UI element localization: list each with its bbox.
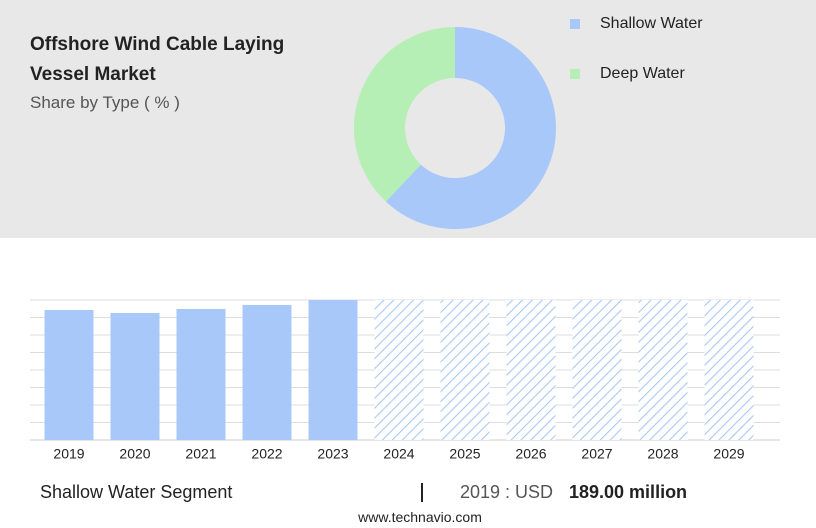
- forecast-bar: [440, 300, 490, 440]
- x-tick-label: 2027: [581, 446, 612, 462]
- forecast-bar: [506, 300, 556, 440]
- x-tick-label: 2029: [713, 446, 744, 462]
- bar: [44, 309, 94, 440]
- x-tick-label: 2021: [185, 446, 216, 462]
- bar: [176, 308, 226, 440]
- forecast-bar: [374, 300, 424, 440]
- value-label: 189.00 million: [569, 482, 688, 502]
- x-tick-label: 2024: [383, 446, 414, 462]
- chart-title: Offshore Wind Cable Laying Vessel Market: [30, 34, 285, 85]
- donut-slice: [354, 27, 455, 202]
- bar: [242, 304, 292, 440]
- x-tick-label: 2019: [53, 446, 84, 462]
- chart-subtitle: Share by Type ( % ): [30, 93, 180, 112]
- legend-swatch: [570, 19, 580, 29]
- x-tick-label: 2022: [251, 446, 282, 462]
- year-label: 2019 : USD: [460, 482, 554, 502]
- x-tick-label: 2028: [647, 446, 678, 462]
- legend-label: Deep Water: [600, 65, 685, 82]
- forecast-bar: [638, 300, 688, 440]
- x-tick-label: 2025: [449, 446, 480, 462]
- x-tick-label: 2020: [119, 446, 150, 462]
- forecast-bar: [572, 300, 622, 440]
- website: www.technavio.com: [358, 509, 482, 525]
- segment-label: Shallow Water Segment: [40, 482, 233, 502]
- bar: [308, 300, 358, 440]
- forecast-bar: [704, 300, 754, 440]
- donut-slice: [385, 27, 557, 229]
- x-tick-label: 2026: [515, 446, 546, 462]
- x-tick-label: 2023: [317, 446, 348, 462]
- legend-swatch: [570, 69, 580, 79]
- bar: [110, 313, 160, 440]
- legend-label: Shallow Water: [600, 15, 703, 32]
